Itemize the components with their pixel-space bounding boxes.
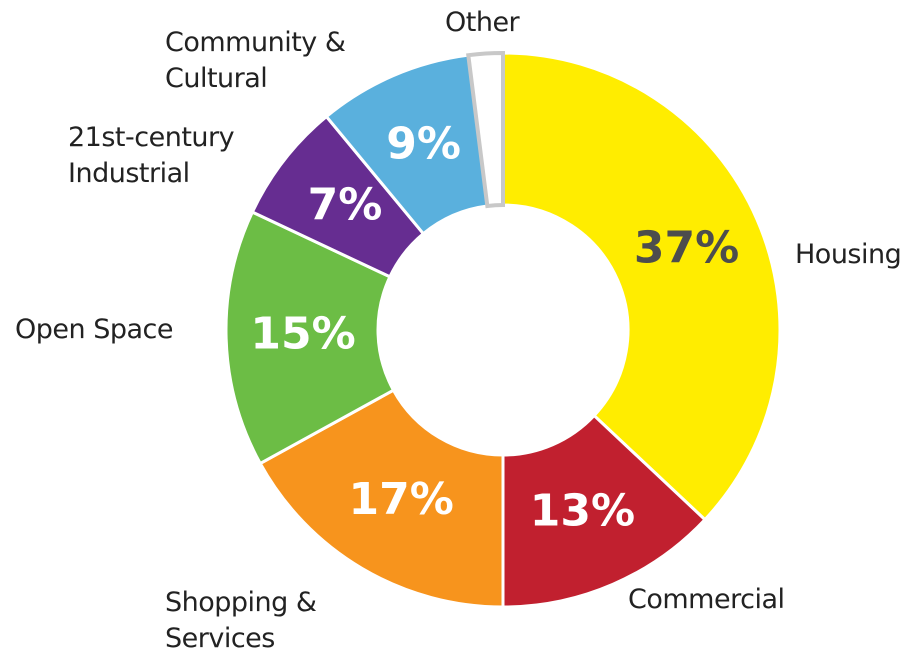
- category-label: 21st-century Industrial: [68, 122, 235, 189]
- donut-slice: [466, 50, 505, 209]
- donut-slice: [501, 51, 782, 522]
- value-label: 7%: [308, 179, 383, 230]
- value-label: 15%: [250, 308, 355, 359]
- category-label: Open Space: [15, 314, 173, 345]
- donut-slice: [224, 210, 396, 466]
- category-label: Shopping & Services: [165, 587, 317, 654]
- value-label: 37%: [634, 223, 739, 274]
- value-label: 17%: [349, 474, 454, 525]
- category-label: Community & Cultural: [165, 27, 346, 94]
- value-label: 13%: [530, 486, 635, 537]
- donut-slice: [258, 388, 505, 609]
- category-label: Housing: [795, 239, 902, 270]
- category-label: Other: [445, 7, 520, 38]
- value-label: 9%: [386, 118, 461, 169]
- category-label: Commercial: [628, 584, 785, 615]
- donut-slice: [501, 413, 708, 609]
